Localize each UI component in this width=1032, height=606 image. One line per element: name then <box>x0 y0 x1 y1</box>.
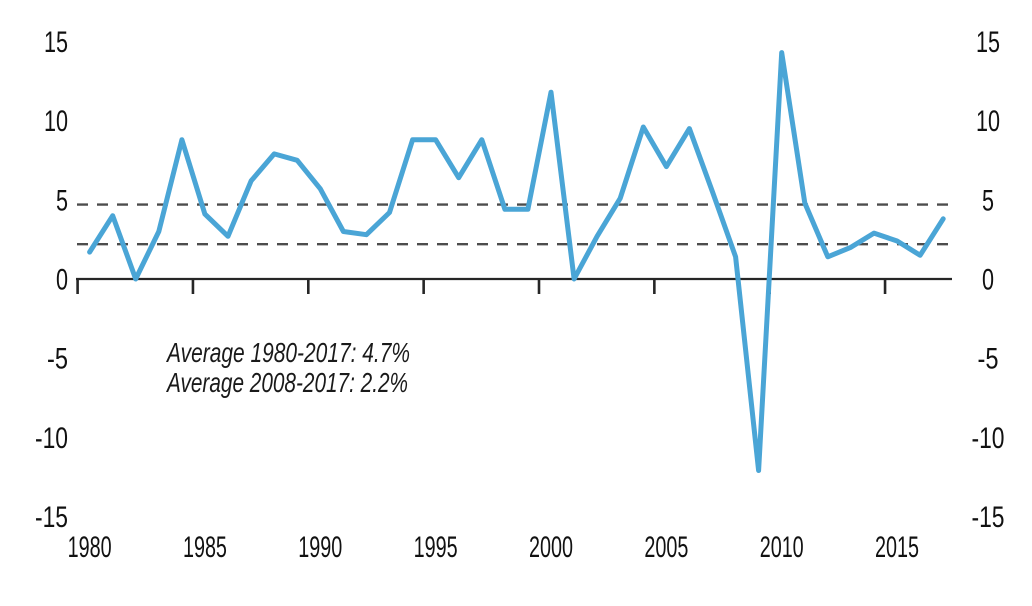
y-tick-label-left-5: 5 <box>56 184 68 217</box>
y-tick-label-right-0: 0 <box>982 264 994 297</box>
series-line-annual-growth <box>87 50 946 473</box>
x-tick-label-2000: 2000 <box>529 531 573 564</box>
y-tick-label-right--15: -15 <box>972 501 1005 534</box>
y-axis-labels-right: 15 10 5 0 -5 -10 -15 <box>972 26 1005 534</box>
x-tick-label-2010: 2010 <box>760 531 804 564</box>
x-tick-label-2015: 2015 <box>875 531 919 564</box>
x-axis-labels: 1980 1985 1990 1995 2000 2005 2010 2015 <box>68 531 919 564</box>
y-tick-label-right--5: -5 <box>978 343 999 376</box>
x-tick-label-2005: 2005 <box>644 531 688 564</box>
x-tick-label-1980: 1980 <box>68 531 112 564</box>
y-tick-label-left--10: -10 <box>35 422 68 455</box>
x-tick-label-1985: 1985 <box>183 531 227 564</box>
average-annotations: Average 1980-2017: 4.7% Average 2008-201… <box>166 337 410 398</box>
y-tick-label-right--10: -10 <box>972 422 1005 455</box>
y-tick-label-left-10: 10 <box>44 105 68 138</box>
y-tick-label-left--5: -5 <box>47 343 68 376</box>
y-tick-label-left-15: 15 <box>44 26 68 59</box>
y-tick-label-right-10: 10 <box>976 105 1000 138</box>
y-tick-label-left-0: 0 <box>56 264 68 297</box>
annotation-average-2008-2017: Average 2008-2017: 2.2% <box>166 367 408 398</box>
data-series-line <box>87 50 946 473</box>
annotation-average-1980-2017: Average 1980-2017: 4.7% <box>166 337 410 368</box>
x-axis <box>76 277 952 294</box>
y-tick-label-right-15: 15 <box>976 26 1000 59</box>
y-tick-label-right-5: 5 <box>982 184 994 217</box>
y-axis-labels-left: 15 10 5 0 -5 -10 -15 <box>35 26 68 534</box>
x-tick-label-1995: 1995 <box>414 531 458 564</box>
y-tick-label-left--15: -15 <box>35 501 68 534</box>
x-tick-label-1990: 1990 <box>298 531 342 564</box>
